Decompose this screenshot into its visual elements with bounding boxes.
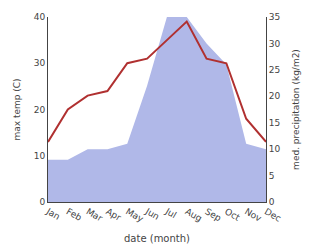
svg-text:30: 30 [34,58,46,68]
svg-text:10: 10 [34,151,46,161]
svg-text:Feb: Feb [65,206,84,223]
svg-text:30: 30 [269,39,281,49]
svg-text:Dec: Dec [263,206,283,223]
svg-text:25: 25 [269,65,280,75]
svg-text:Nov: Nov [243,206,264,224]
svg-text:Jun: Jun [143,206,161,222]
svg-text:Jul: Jul [163,206,178,221]
svg-text:10: 10 [269,144,281,154]
svg-text:40: 40 [34,12,46,22]
svg-text:5: 5 [269,171,275,181]
svg-text:Mar: Mar [84,206,104,223]
svg-text:May: May [124,206,146,224]
svg-text:35: 35 [269,12,280,22]
svg-text:Apr: Apr [104,206,123,223]
svg-text:20: 20 [269,91,281,101]
svg-text:Aug: Aug [183,206,203,223]
svg-text:med. precipitation (kg/m2): med. precipitation (kg/m2) [291,49,301,170]
svg-text:Oct: Oct [223,206,242,223]
svg-text:Jan: Jan [44,206,62,222]
svg-text:Sep: Sep [203,206,223,223]
svg-text:0: 0 [39,197,45,207]
svg-text:15: 15 [269,118,280,128]
svg-text:date (month): date (month) [124,233,190,244]
svg-text:max temp (C): max temp (C) [12,78,22,140]
svg-text:20: 20 [34,105,46,115]
svg-text:0: 0 [269,197,275,207]
